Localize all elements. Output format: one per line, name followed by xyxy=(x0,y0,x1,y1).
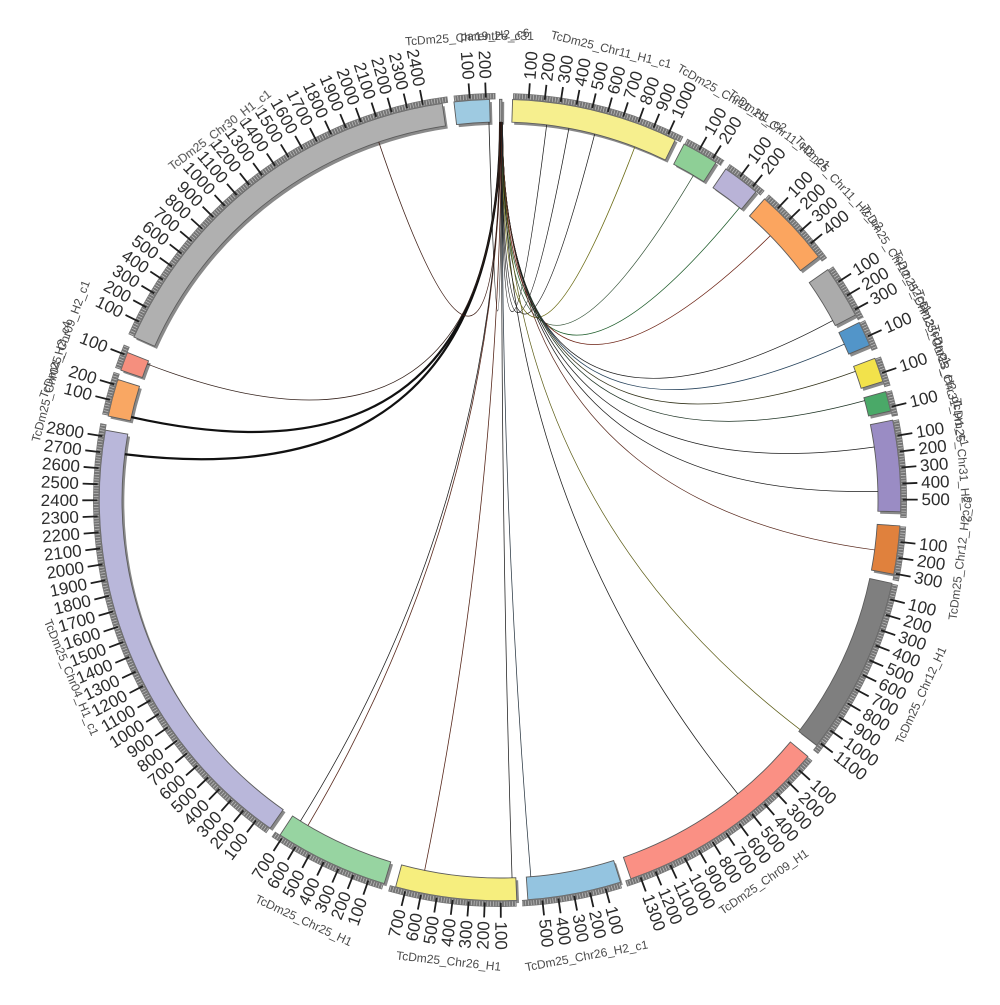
svg-text:400: 400 xyxy=(438,917,460,947)
svg-text:400: 400 xyxy=(921,472,950,492)
svg-text:300: 300 xyxy=(568,913,592,944)
svg-text:500: 500 xyxy=(535,918,557,948)
svg-text:400: 400 xyxy=(552,916,575,947)
svg-text:300: 300 xyxy=(913,568,944,592)
svg-text:2200: 2200 xyxy=(41,524,80,546)
svg-text:300: 300 xyxy=(554,54,577,85)
svg-text:300: 300 xyxy=(455,919,476,949)
svg-text:100: 100 xyxy=(457,51,478,81)
svg-text:200: 200 xyxy=(475,50,495,79)
svg-text:2300: 2300 xyxy=(41,508,80,529)
svg-text:100: 100 xyxy=(915,419,946,442)
svg-text:2600: 2600 xyxy=(41,454,80,476)
svg-text:200: 200 xyxy=(537,52,559,82)
svg-text:500: 500 xyxy=(921,490,949,509)
svg-text:2500: 2500 xyxy=(41,473,80,493)
svg-text:200: 200 xyxy=(917,436,947,458)
svg-text:100: 100 xyxy=(491,921,510,949)
svg-text:200: 200 xyxy=(916,551,947,574)
svg-text:2700: 2700 xyxy=(43,436,83,459)
svg-text:2400: 2400 xyxy=(41,491,79,510)
svg-text:500: 500 xyxy=(420,915,443,946)
svg-text:2100: 2100 xyxy=(43,541,83,564)
svg-text:100: 100 xyxy=(521,51,542,81)
svg-text:parent2e_c31: parent2e_c31 xyxy=(460,29,534,43)
svg-text:300: 300 xyxy=(919,454,949,475)
svg-text:200: 200 xyxy=(473,921,493,950)
svg-text:100: 100 xyxy=(918,535,948,557)
